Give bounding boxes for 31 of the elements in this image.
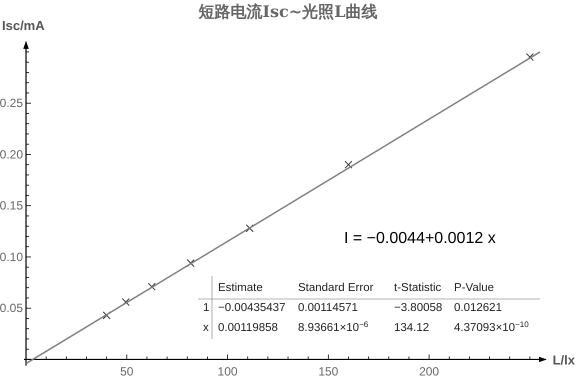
annotation: 0.00114571 [298, 302, 358, 314]
annotation: −3.80058 [394, 302, 442, 314]
y-tick-label: 0.05 [0, 301, 24, 316]
x-axis-title: L/lx [552, 352, 576, 368]
annotation: 8.93661×10$^{−6}$ [298, 320, 369, 334]
point [246, 224, 254, 232]
point [344, 160, 352, 169]
x-tick-label: 200 [419, 364, 440, 378]
annotation: Estimate [218, 282, 263, 294]
annotation: 1 [203, 302, 210, 314]
annotation: 4.37093×10$^{−10}$ [454, 320, 530, 334]
y-tick-label: 0.25 [0, 96, 24, 110]
chart-title: 短路电流Isc~光照L曲线 [198, 2, 378, 21]
point [148, 282, 156, 291]
point [102, 311, 111, 320]
annotation: 0.00119858 [218, 322, 278, 334]
annotation: I = −0.0044+0.0012 x [344, 230, 496, 247]
x-tick-label: 50 [120, 364, 134, 378]
annotation: 134.12 [394, 322, 430, 334]
x-tick-label: 150 [318, 364, 339, 378]
y-tick-label: 0.10 [0, 250, 24, 264]
annotation: P-Value [454, 282, 494, 294]
y-tick-label: 0.15 [0, 198, 24, 213]
annotation: −0.00435437 [218, 302, 286, 314]
annotation: Standard Error [298, 282, 374, 294]
y-tick-label: 0.20 [0, 147, 24, 162]
annotation: t-Statistic [394, 282, 442, 294]
annotation: 0.012621 [454, 302, 502, 314]
x-tick-label: 100 [218, 364, 238, 378]
annotation: x [203, 322, 209, 334]
y-axis-title: Isc/mA [2, 18, 46, 33]
